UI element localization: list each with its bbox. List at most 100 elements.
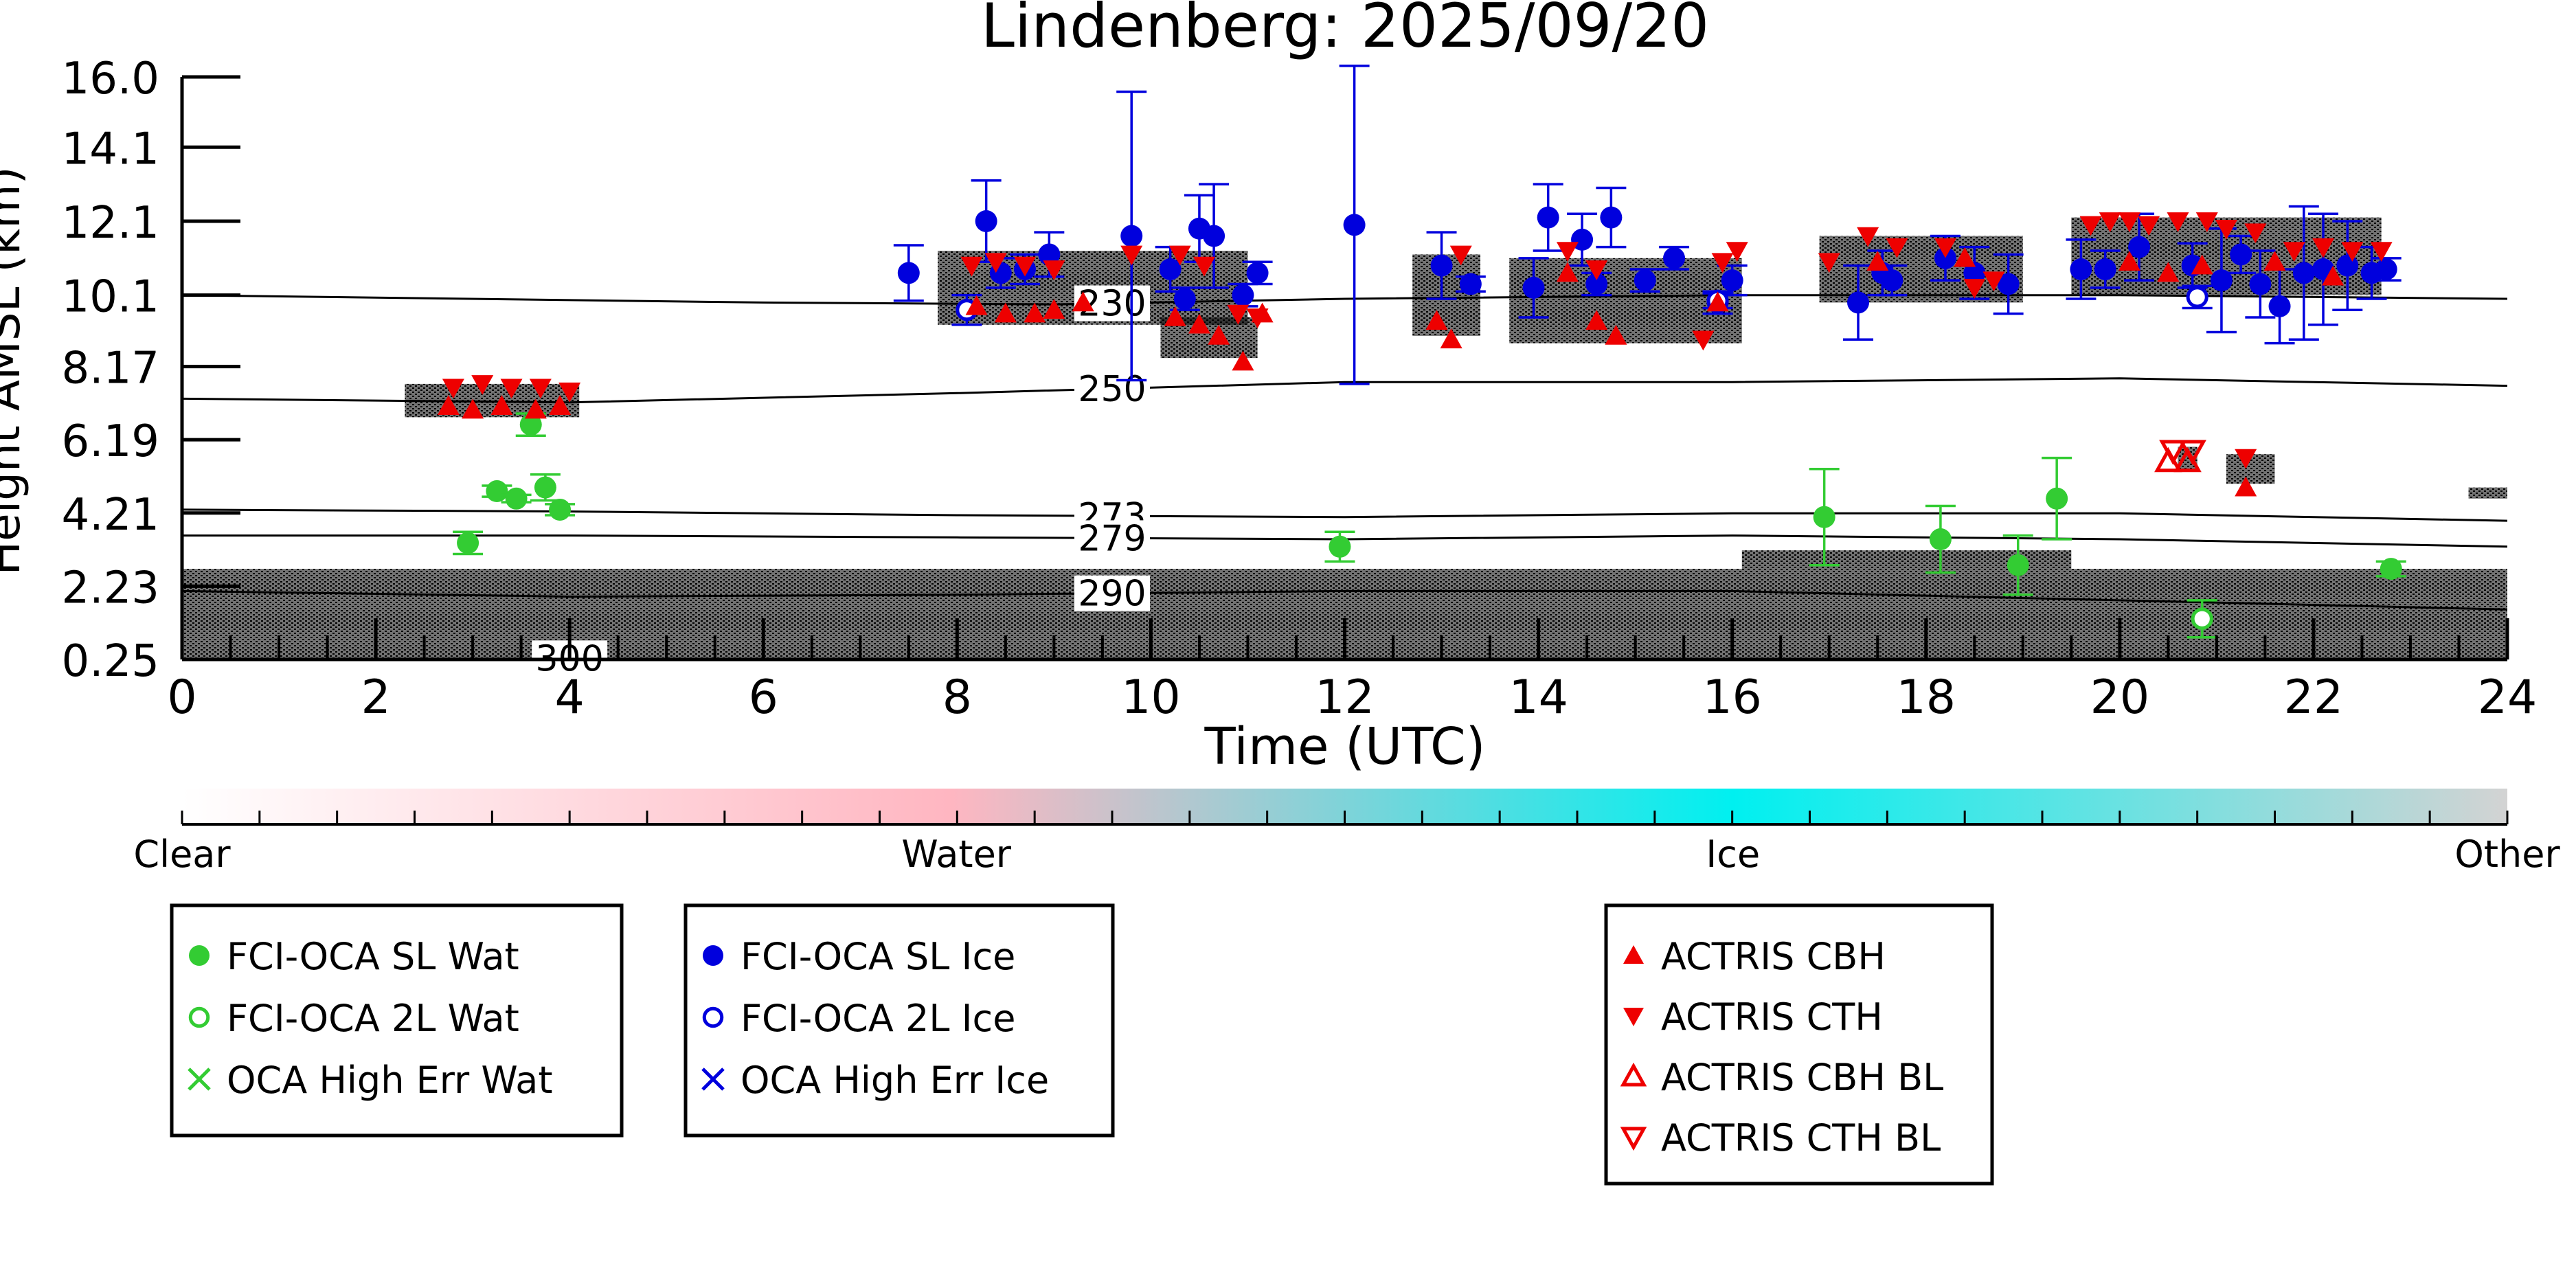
- legend-box-2: FCI-OCA SL Ice FCI-OCA 2L Ice OCA High Err…: [683, 903, 1115, 1138]
- chart-title: Lindenberg: 2025/09/20: [981, 0, 1709, 61]
- marker: [897, 262, 920, 284]
- x-tick-label: 24: [2478, 670, 2538, 725]
- marker: [437, 395, 460, 415]
- y-tick-label: 6.19: [62, 416, 160, 467]
- legend-entry: ACTRIS CBH: [1623, 935, 1886, 978]
- marker: [189, 945, 210, 966]
- marker: [994, 302, 1017, 323]
- legend-entry: OCA High Err Ice: [701, 1059, 1049, 1102]
- contour-290: [181, 589, 2508, 611]
- marker: [2079, 216, 2102, 236]
- marker: [2178, 440, 2206, 465]
- legend-label: FCI-OCA SL Ice: [741, 935, 1015, 978]
- marker: [2128, 236, 2151, 258]
- marker: [1232, 350, 1254, 371]
- marker: [1024, 302, 1046, 323]
- contour-label-279: 279: [1078, 518, 1146, 559]
- marker: [2118, 251, 2140, 271]
- x-tick-label: 18: [1896, 670, 1956, 725]
- marker: [534, 476, 556, 499]
- marker: [2046, 487, 2068, 510]
- marker: [519, 414, 542, 436]
- marker: [1813, 506, 1835, 528]
- marker: [2235, 476, 2257, 497]
- marker: [1585, 310, 1608, 330]
- marker: [1164, 306, 1186, 326]
- x-axis-ticks: 0 2 4 6 8 10 12 14 16 18 20 22 24: [167, 618, 2537, 725]
- marker: [1620, 1062, 1647, 1087]
- marker: [1726, 242, 1748, 262]
- legend-entry: OCA High Err Wat: [188, 1059, 553, 1102]
- legend-entry: ACTRIS CTH: [1623, 995, 1883, 1039]
- marker: [2244, 223, 2267, 244]
- contour-label-290: 290: [1078, 574, 1146, 615]
- marker: [549, 395, 572, 415]
- y-tick-label: 2.23: [62, 563, 160, 613]
- marker: [1038, 243, 1061, 266]
- x-tick-label: 4: [555, 670, 585, 725]
- marker: [975, 210, 997, 232]
- series-actris-cth: [442, 212, 2393, 469]
- marker: [1459, 273, 1482, 295]
- x-tick-label: 10: [1121, 670, 1181, 725]
- marker: [188, 1067, 211, 1091]
- marker: [486, 480, 508, 503]
- legend-label: ACTRIS CBH BL: [1661, 1056, 1943, 1099]
- marker: [2157, 262, 2180, 282]
- marker: [2215, 219, 2237, 240]
- contour-273: [181, 508, 2508, 522]
- legend-entry: FCI-OCA 2L Wat: [188, 997, 519, 1040]
- marker: [1623, 945, 1644, 964]
- marker: [1954, 247, 1976, 267]
- y-tick-label: 4.21: [62, 490, 160, 541]
- legend-entry: FCI-OCA 2L Ice: [702, 997, 1015, 1040]
- marker: [2195, 212, 2218, 232]
- marker: [2159, 440, 2187, 465]
- phase-region-water: [2468, 487, 2507, 499]
- marker: [1246, 262, 1269, 284]
- marker: [457, 532, 479, 554]
- contour-230: [181, 294, 2508, 306]
- y-tick-label: 0.25: [62, 636, 160, 687]
- marker: [1623, 1008, 1644, 1026]
- marker: [462, 398, 484, 419]
- marker: [1706, 291, 1729, 312]
- marker: [1711, 253, 1734, 273]
- series-fci-oca-2l-wat: [2187, 599, 2217, 639]
- series-actris-cbh: [437, 247, 2345, 497]
- marker: [549, 498, 572, 521]
- x-tick-label: 2: [361, 670, 390, 725]
- colorbar-label-other: Other: [2454, 833, 2560, 876]
- marker: [2263, 251, 2286, 271]
- marker: [2094, 258, 2116, 280]
- marker: [1556, 262, 1579, 282]
- marker: [1430, 254, 1453, 277]
- marker: [2322, 265, 2345, 286]
- marker: [1440, 328, 1462, 349]
- marker: [1556, 242, 1579, 262]
- legend-label: OCA High Err Wat: [227, 1059, 553, 1102]
- legend-label: FCI-OCA SL Wat: [227, 935, 519, 978]
- marker: [1246, 308, 1269, 328]
- y-axis-ticks: 0.25 2.23 4.21 6.19 8.17 10.1 12.1 14.1 16.0: [62, 54, 240, 687]
- marker: [965, 295, 988, 315]
- marker: [1159, 258, 1182, 280]
- marker: [1343, 214, 1366, 236]
- legend-label: FCI-OCA 2L Wat: [227, 997, 519, 1040]
- marker: [1963, 262, 1986, 284]
- marker: [1043, 260, 1065, 280]
- marker: [1847, 291, 1870, 314]
- x-tick-label: 20: [2090, 670, 2150, 725]
- marker: [2167, 212, 2189, 232]
- x-axis-label: Time (UTC): [1204, 717, 1485, 776]
- marker: [2370, 242, 2393, 262]
- marker: [505, 487, 528, 510]
- legend-frame: [1604, 903, 1994, 1186]
- marker: [1585, 260, 1608, 280]
- marker: [1721, 269, 1743, 292]
- marker: [1120, 225, 1143, 247]
- marker: [2138, 216, 2160, 236]
- x-tick-label: 6: [749, 670, 778, 725]
- colorbar-label-water: Water: [901, 833, 1011, 876]
- x-tick-label: 12: [1315, 670, 1375, 725]
